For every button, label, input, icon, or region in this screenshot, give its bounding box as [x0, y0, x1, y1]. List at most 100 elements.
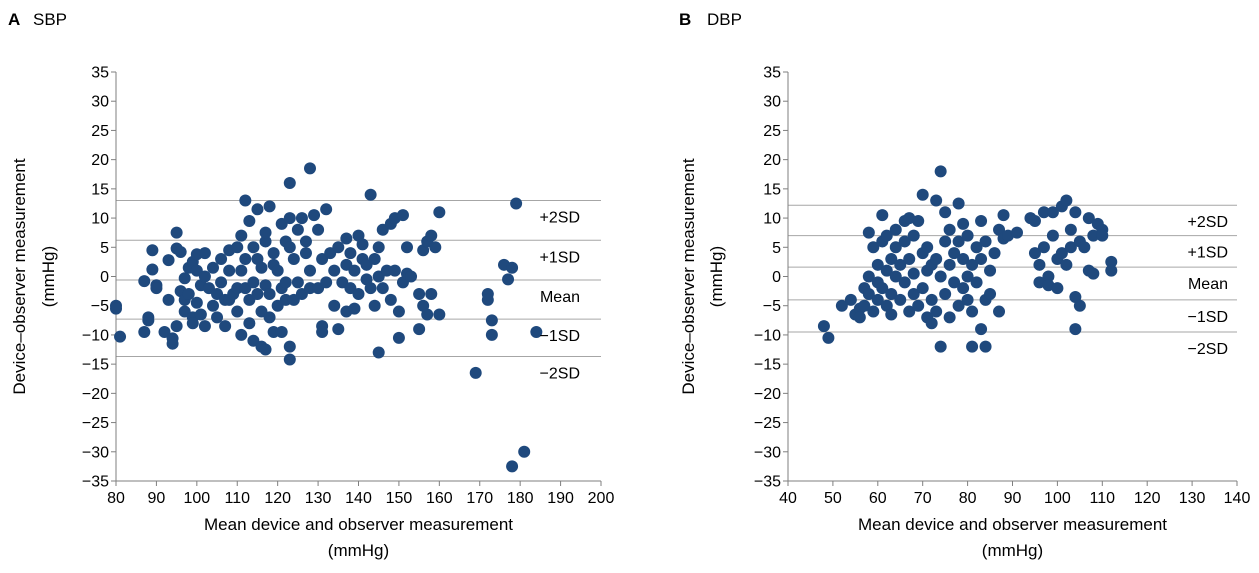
- data-point: [312, 223, 325, 236]
- data-point: [1069, 206, 1082, 219]
- data-point: [481, 293, 494, 306]
- data-point: [299, 247, 312, 260]
- x-tick-label: 170: [466, 490, 493, 507]
- data-point: [401, 241, 413, 254]
- x-axis-title: Mean device and observer measurement: [858, 515, 1167, 534]
- data-point: [925, 317, 938, 330]
- y-tick-label: 20: [763, 152, 781, 169]
- panel-title: SBP: [33, 10, 67, 29]
- data-point: [114, 330, 127, 343]
- data-point: [166, 332, 179, 345]
- data-point: [858, 299, 871, 312]
- data-point: [186, 317, 199, 330]
- data-point: [299, 235, 312, 248]
- data-point: [368, 299, 381, 312]
- data-point: [934, 270, 947, 283]
- data-point: [916, 282, 929, 295]
- data-point: [921, 241, 934, 254]
- x-tick-label: 200: [588, 490, 615, 507]
- x-tick-label: 110: [224, 490, 250, 507]
- reference-line-label: +1SD: [1188, 245, 1228, 262]
- data-point: [348, 302, 361, 315]
- y-tick-label: −35: [754, 474, 781, 491]
- x-tick-label: 110: [1090, 490, 1116, 507]
- data-point: [880, 229, 893, 242]
- data-point: [1105, 264, 1118, 277]
- reference-line-label: −2SD: [540, 366, 580, 383]
- data-point: [1060, 194, 1073, 207]
- data-point: [907, 267, 920, 280]
- data-point: [1105, 255, 1118, 268]
- data-point: [984, 264, 997, 277]
- data-point: [328, 264, 341, 277]
- data-point: [912, 299, 925, 312]
- data-point: [239, 252, 252, 265]
- reference-line-label: +2SD: [540, 210, 580, 227]
- data-point: [283, 241, 296, 254]
- y-tick-label: 5: [100, 240, 109, 257]
- data-point: [271, 264, 284, 277]
- data-point: [348, 264, 361, 277]
- data-point: [364, 188, 377, 201]
- y-tick-label: −20: [754, 386, 781, 403]
- reference-line-label: −1SD: [540, 328, 580, 345]
- y-tick-label: −25: [82, 415, 109, 432]
- data-point: [952, 197, 965, 210]
- data-point: [372, 241, 385, 254]
- data-point: [251, 288, 264, 301]
- data-point: [194, 308, 207, 321]
- data-point: [844, 293, 857, 306]
- data-point: [433, 308, 446, 321]
- data-point: [957, 217, 970, 230]
- y-tick-label: −30: [82, 444, 109, 461]
- data-point: [388, 264, 401, 277]
- data-point: [308, 209, 321, 222]
- data-point: [957, 282, 970, 295]
- data-point: [287, 252, 300, 265]
- y-tick-label: −5: [91, 298, 109, 315]
- data-point: [939, 206, 952, 219]
- data-point: [190, 296, 203, 309]
- data-point: [364, 282, 377, 295]
- data-point: [425, 229, 438, 242]
- y-tick-label: 25: [91, 123, 109, 140]
- data-point: [259, 343, 272, 356]
- data-point: [255, 261, 268, 274]
- data-point: [421, 308, 434, 321]
- data-point: [943, 258, 956, 271]
- data-point: [961, 270, 974, 283]
- data-point: [997, 209, 1010, 222]
- data-point: [215, 252, 228, 265]
- data-point: [1060, 258, 1073, 271]
- data-point: [518, 445, 531, 458]
- data-point: [1082, 212, 1095, 225]
- data-point: [211, 311, 224, 324]
- data-point: [506, 460, 519, 473]
- data-point: [304, 162, 316, 175]
- panel-a-sbp-plot: A SBP 35 30 25 20 15 10 5 0 −5 −10 −15 −20 −25 −30 −3580…: [8, 10, 614, 560]
- data-point: [867, 305, 880, 318]
- data-point: [934, 165, 947, 178]
- data-point: [235, 229, 248, 242]
- x-tick-label: 160: [426, 490, 453, 507]
- data-point: [174, 245, 187, 258]
- y-tick-label: 35: [91, 65, 109, 82]
- data-point: [934, 340, 947, 353]
- data-point: [1064, 223, 1077, 236]
- data-point: [903, 305, 916, 318]
- panel-title: DBP: [707, 10, 742, 29]
- y-tick-label: 15: [91, 181, 109, 198]
- data-point: [952, 235, 965, 248]
- data-point: [1028, 214, 1041, 227]
- data-point: [889, 223, 902, 236]
- data-point: [889, 241, 902, 254]
- data-point: [930, 194, 943, 207]
- reference-line-label: Mean: [540, 289, 580, 306]
- data-point: [485, 314, 498, 327]
- y-tick-label: −15: [754, 357, 781, 374]
- data-point: [1046, 206, 1059, 219]
- panel-b-dbp-plot: B DBP35302520151050−5−10−15−20−25−30−3540…: [679, 10, 1250, 560]
- data-point: [376, 282, 389, 295]
- data-point: [243, 214, 256, 227]
